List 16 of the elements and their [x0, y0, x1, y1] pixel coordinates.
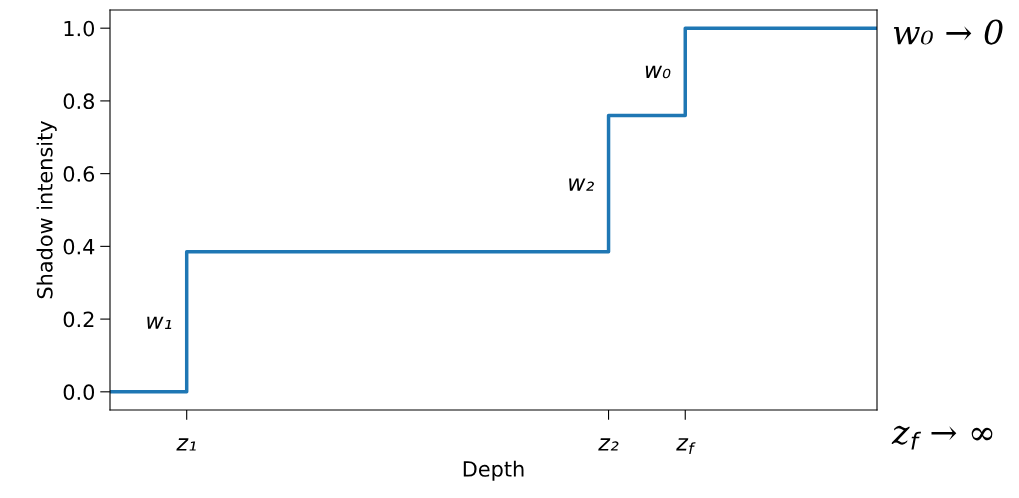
x-axis-title: Depth: [463, 460, 524, 481]
annotation: w₁: [147, 316, 172, 329]
y-tick-label: 0.8: [63, 93, 94, 110]
annotation: w₀: [645, 65, 671, 79]
y-axis-title: Shadow intensity: [36, 121, 57, 299]
annotation: w₂: [569, 178, 594, 191]
x-tick-label: z₁: [176, 438, 196, 451]
y-tick-label: 0.6: [63, 166, 95, 182]
text: w₀ → 0: [893, 19, 1003, 45]
y-tick-label: 1.0: [64, 20, 95, 37]
x-tick-label: z$_{f}$: [676, 438, 696, 455]
x-tick-label: z₂: [598, 438, 619, 451]
y-tick-label: 0.2: [63, 311, 94, 328]
text: z$_{f}$ → ∞: [891, 425, 993, 450]
y-tick-label: 0.0: [63, 384, 95, 401]
y-tick-label: 0.4: [63, 238, 95, 255]
